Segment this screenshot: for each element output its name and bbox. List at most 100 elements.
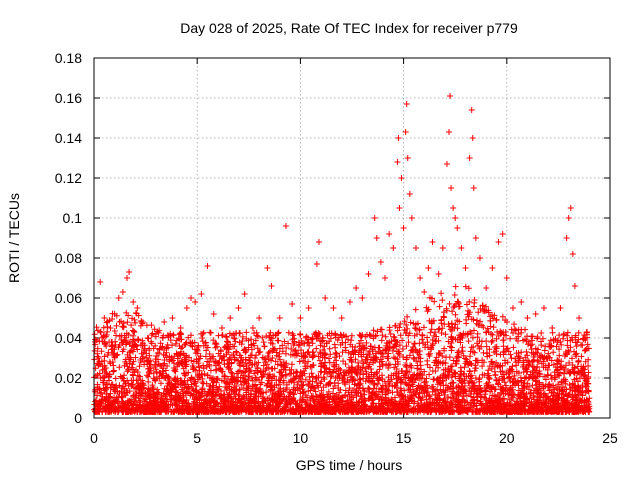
background-point xyxy=(321,343,328,350)
background-point xyxy=(567,344,574,351)
background-point xyxy=(260,339,267,346)
background-point xyxy=(452,283,459,290)
background-point xyxy=(575,329,582,336)
background-point xyxy=(416,404,423,411)
background-point xyxy=(254,345,261,352)
background-point xyxy=(300,350,307,357)
x-tick-label: 10 xyxy=(293,430,309,446)
background-point xyxy=(483,329,490,336)
background-point xyxy=(413,357,420,364)
background-point xyxy=(297,331,304,338)
background-point xyxy=(374,380,381,387)
background-point xyxy=(352,356,359,363)
y-tick-label: 0.18 xyxy=(55,50,82,66)
background-point xyxy=(510,344,517,351)
background-point xyxy=(104,323,111,330)
background-point xyxy=(406,352,413,359)
background-point xyxy=(206,329,213,336)
background-point xyxy=(277,356,284,363)
background-point xyxy=(210,337,217,344)
background-point xyxy=(363,339,370,346)
background-point xyxy=(257,348,264,355)
background-point xyxy=(149,386,156,393)
background-point xyxy=(400,353,407,360)
background-point xyxy=(254,333,261,340)
background-point xyxy=(472,365,479,372)
background-point xyxy=(417,358,424,365)
background-point xyxy=(435,358,442,365)
background-point xyxy=(466,368,473,374)
background-point xyxy=(571,401,578,408)
background-point xyxy=(205,398,212,405)
background-point xyxy=(471,296,478,303)
background-point xyxy=(575,358,582,365)
background-point xyxy=(533,377,540,384)
background-point xyxy=(129,361,136,368)
background-point xyxy=(389,389,396,396)
background-point xyxy=(100,379,107,386)
x-tick-label: 25 xyxy=(602,430,618,446)
background-point xyxy=(170,364,177,371)
background-point xyxy=(361,391,368,398)
background-point xyxy=(536,368,543,375)
background-point xyxy=(509,391,516,398)
background-point xyxy=(404,393,411,400)
background-point xyxy=(243,365,250,372)
background-point xyxy=(476,345,483,352)
background-point xyxy=(493,350,500,357)
background-point xyxy=(134,346,141,353)
x-tick-label: 15 xyxy=(396,430,412,446)
background-point xyxy=(236,329,243,336)
background-point xyxy=(181,371,188,378)
y-tick-label: 0.12 xyxy=(55,170,82,186)
background-point xyxy=(169,357,176,364)
background-point xyxy=(573,343,580,350)
background-point xyxy=(580,336,587,343)
background-point xyxy=(495,332,502,339)
background-point xyxy=(156,346,163,353)
background-point xyxy=(548,375,555,382)
background-point xyxy=(397,320,404,327)
background-point xyxy=(331,341,338,348)
background-point xyxy=(392,322,399,329)
background-point xyxy=(465,338,472,345)
y-tick-label: 0.08 xyxy=(55,250,82,266)
background-point xyxy=(520,359,527,366)
background-point xyxy=(245,382,252,389)
background-point xyxy=(525,338,532,345)
background-point xyxy=(111,327,118,334)
background-point xyxy=(487,323,494,330)
background-point xyxy=(277,385,284,392)
background-point xyxy=(312,375,319,382)
background-point xyxy=(96,370,103,377)
background-point xyxy=(399,337,406,344)
background-point xyxy=(550,349,557,356)
background-point xyxy=(251,370,258,377)
background-point xyxy=(489,331,496,338)
background-point xyxy=(492,344,499,351)
background-point xyxy=(333,357,340,364)
background-point xyxy=(390,344,397,351)
background-point xyxy=(228,352,235,359)
background-point xyxy=(419,331,426,338)
background-point xyxy=(217,347,224,354)
background-point xyxy=(488,365,495,372)
background-point xyxy=(443,382,450,389)
background-point xyxy=(477,318,484,325)
background-point xyxy=(431,298,438,305)
background-point xyxy=(467,368,474,375)
background-point xyxy=(546,380,553,387)
background-point xyxy=(395,361,402,368)
background-point xyxy=(309,340,316,347)
background-point xyxy=(138,389,145,396)
background-point xyxy=(510,329,517,336)
background-point xyxy=(269,355,276,362)
background-point xyxy=(522,403,529,410)
background-point xyxy=(207,367,214,374)
background-point xyxy=(521,375,528,382)
background-point xyxy=(566,401,573,408)
background-point xyxy=(215,332,222,339)
background-point xyxy=(399,368,406,375)
background-point xyxy=(348,337,355,344)
background-point xyxy=(233,377,240,384)
